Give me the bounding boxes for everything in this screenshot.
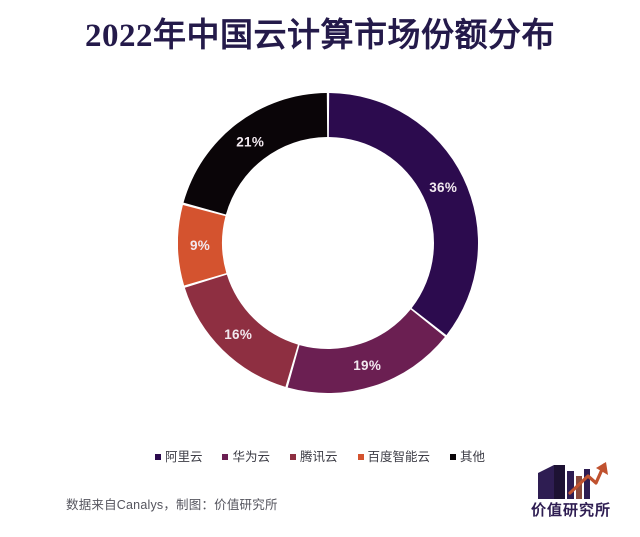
donut-slice bbox=[183, 93, 328, 215]
donut-slice-labels: 36% 19% 16% 9% 21% bbox=[190, 134, 457, 373]
page-title: 2022年中国云计算市场份额分布 bbox=[85, 18, 555, 54]
donut-slice bbox=[328, 93, 478, 336]
donut-slice bbox=[184, 274, 298, 387]
donut-slice bbox=[287, 309, 445, 393]
legend-swatch-icon bbox=[357, 454, 364, 460]
logo-buildings-arrow-icon bbox=[538, 462, 608, 499]
legend-item-label: 百度智能云 bbox=[367, 450, 431, 464]
legend-item-label: 阿里云 bbox=[164, 450, 203, 464]
donut-slice-label: 19% bbox=[353, 358, 381, 373]
source-note: 数据来自Canalys，制图：价值研究所 bbox=[66, 498, 278, 512]
donut-slice-label: 16% bbox=[224, 327, 252, 342]
donut-chart-svg: 36% 19% 16% 9% 21% bbox=[178, 93, 478, 393]
donut-slice bbox=[178, 204, 227, 286]
legend-item[interactable]: 华为云 bbox=[222, 450, 270, 464]
legend-item[interactable]: 腾讯云 bbox=[289, 450, 338, 464]
legend-swatch-icon bbox=[450, 454, 457, 460]
legend-item-label: 华为云 bbox=[232, 450, 270, 464]
brand-logo: 价值研究所 bbox=[516, 459, 626, 525]
legend-item-label: 其他 bbox=[460, 450, 486, 464]
legend-item[interactable]: 阿里云 bbox=[154, 450, 203, 464]
donut-slices bbox=[178, 93, 478, 393]
donut-slice-label: 21% bbox=[236, 134, 264, 149]
legend-item[interactable]: 百度智能云 bbox=[357, 450, 431, 464]
legend-item[interactable]: 其他 bbox=[450, 450, 485, 464]
donut-slice-label: 36% bbox=[429, 180, 457, 195]
logo-text: 价值研究所 bbox=[530, 503, 611, 519]
donut-slice-label: 9% bbox=[190, 238, 210, 253]
legend-swatch-icon bbox=[289, 454, 296, 460]
legend-item-label: 腾讯云 bbox=[299, 450, 338, 464]
chart-legend: 阿里云 华为云 腾讯云 百度智能云 其他 bbox=[0, 450, 640, 464]
legend-swatch-icon bbox=[222, 454, 229, 460]
legend-swatch-icon bbox=[154, 454, 161, 460]
donut-chart: 36% 19% 16% 9% 21% bbox=[178, 93, 478, 393]
